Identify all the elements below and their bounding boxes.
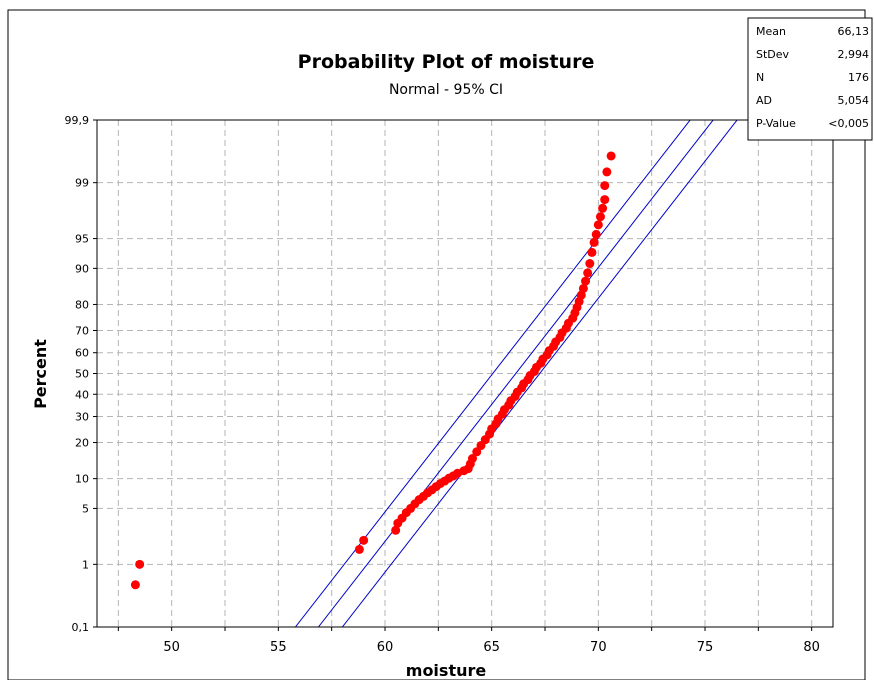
data-point <box>587 247 597 257</box>
data-point <box>135 559 145 569</box>
y-tick-label: 80 <box>75 298 89 311</box>
stats-label-stdev: StDev <box>756 48 790 61</box>
stats-table-frame <box>747 17 873 141</box>
data-point <box>359 535 369 545</box>
x-axis-title: moisture <box>406 661 487 680</box>
x-tick-label: 75 <box>697 640 714 655</box>
stats-label-ad: AD <box>756 94 772 107</box>
y-tick-label: 1 <box>82 558 89 571</box>
data-point <box>606 151 616 161</box>
y-axis-ticks: 0,1 1 5 10 20 30 40 50 60 70 80 90 95 99 99,9 <box>65 114 97 634</box>
fit-line-layer <box>295 120 738 627</box>
data-point <box>598 203 608 213</box>
data-point <box>600 195 610 205</box>
stats-value-ad: 5,054 <box>838 94 870 107</box>
stats-value-mean: 66,13 <box>838 25 870 38</box>
y-axis-title: Percent <box>31 339 50 409</box>
y-tick-label: 20 <box>75 437 89 450</box>
chart-title: Probability Plot of moisture <box>298 51 595 73</box>
stats-value-n: 176 <box>848 71 869 84</box>
data-point <box>591 229 601 239</box>
x-tick-label: 80 <box>803 640 820 655</box>
x-axis-ticks: 50 55 60 65 70 75 80 <box>117 627 820 655</box>
data-point <box>585 259 595 269</box>
y-tick-label: 70 <box>75 324 89 337</box>
data-point <box>600 181 610 191</box>
y-tick-label: 30 <box>75 411 89 424</box>
stats-label-n: N <box>756 71 764 84</box>
chart-frame <box>7 9 866 681</box>
grid-layer <box>97 119 833 628</box>
data-point <box>593 220 603 230</box>
ci-lower-line <box>295 120 691 627</box>
stats-value-stdev: 2,994 <box>838 48 870 61</box>
data-point <box>578 283 588 293</box>
fit-line-group <box>295 120 738 627</box>
x-tick-label: 65 <box>483 640 500 655</box>
data-point <box>467 454 477 464</box>
data-point <box>581 276 591 286</box>
y-tick-label: 90 <box>75 262 89 275</box>
x-tick-label: 70 <box>590 640 607 655</box>
y-tick-label: 10 <box>75 473 89 486</box>
data-point <box>576 290 586 300</box>
y-tick-label: 99,9 <box>65 114 90 127</box>
y-tick-label: 99 <box>75 177 89 190</box>
data-point <box>130 580 140 590</box>
data-point <box>354 544 364 554</box>
fit-line <box>318 120 714 627</box>
data-point <box>583 268 593 278</box>
data-point <box>602 167 612 177</box>
x-tick-label: 50 <box>163 640 180 655</box>
stats-label-mean: Mean <box>756 25 786 38</box>
ci-upper-line <box>341 120 738 627</box>
y-tick-label: 0,1 <box>72 621 90 634</box>
x-tick-label: 60 <box>377 640 394 655</box>
data-point <box>391 525 401 535</box>
stats-value-p-value: <0,005 <box>828 117 869 130</box>
x-tick-label: 55 <box>270 640 287 655</box>
y-tick-label: 50 <box>75 368 89 381</box>
y-tick-label: 5 <box>82 502 89 515</box>
stats-table: Mean 66,13 StDev 2,994 N 176 AD 5,054 P-… <box>747 17 873 141</box>
data-point-layer <box>130 151 616 590</box>
y-tick-label: 40 <box>75 388 89 401</box>
chart-subtitle: Normal - 95% CI <box>389 82 503 98</box>
y-tick-label: 60 <box>75 347 89 360</box>
stats-label-p-value: P-Value <box>756 117 796 130</box>
data-point <box>595 212 605 222</box>
data-point <box>589 237 599 247</box>
y-tick-label: 95 <box>75 233 89 246</box>
